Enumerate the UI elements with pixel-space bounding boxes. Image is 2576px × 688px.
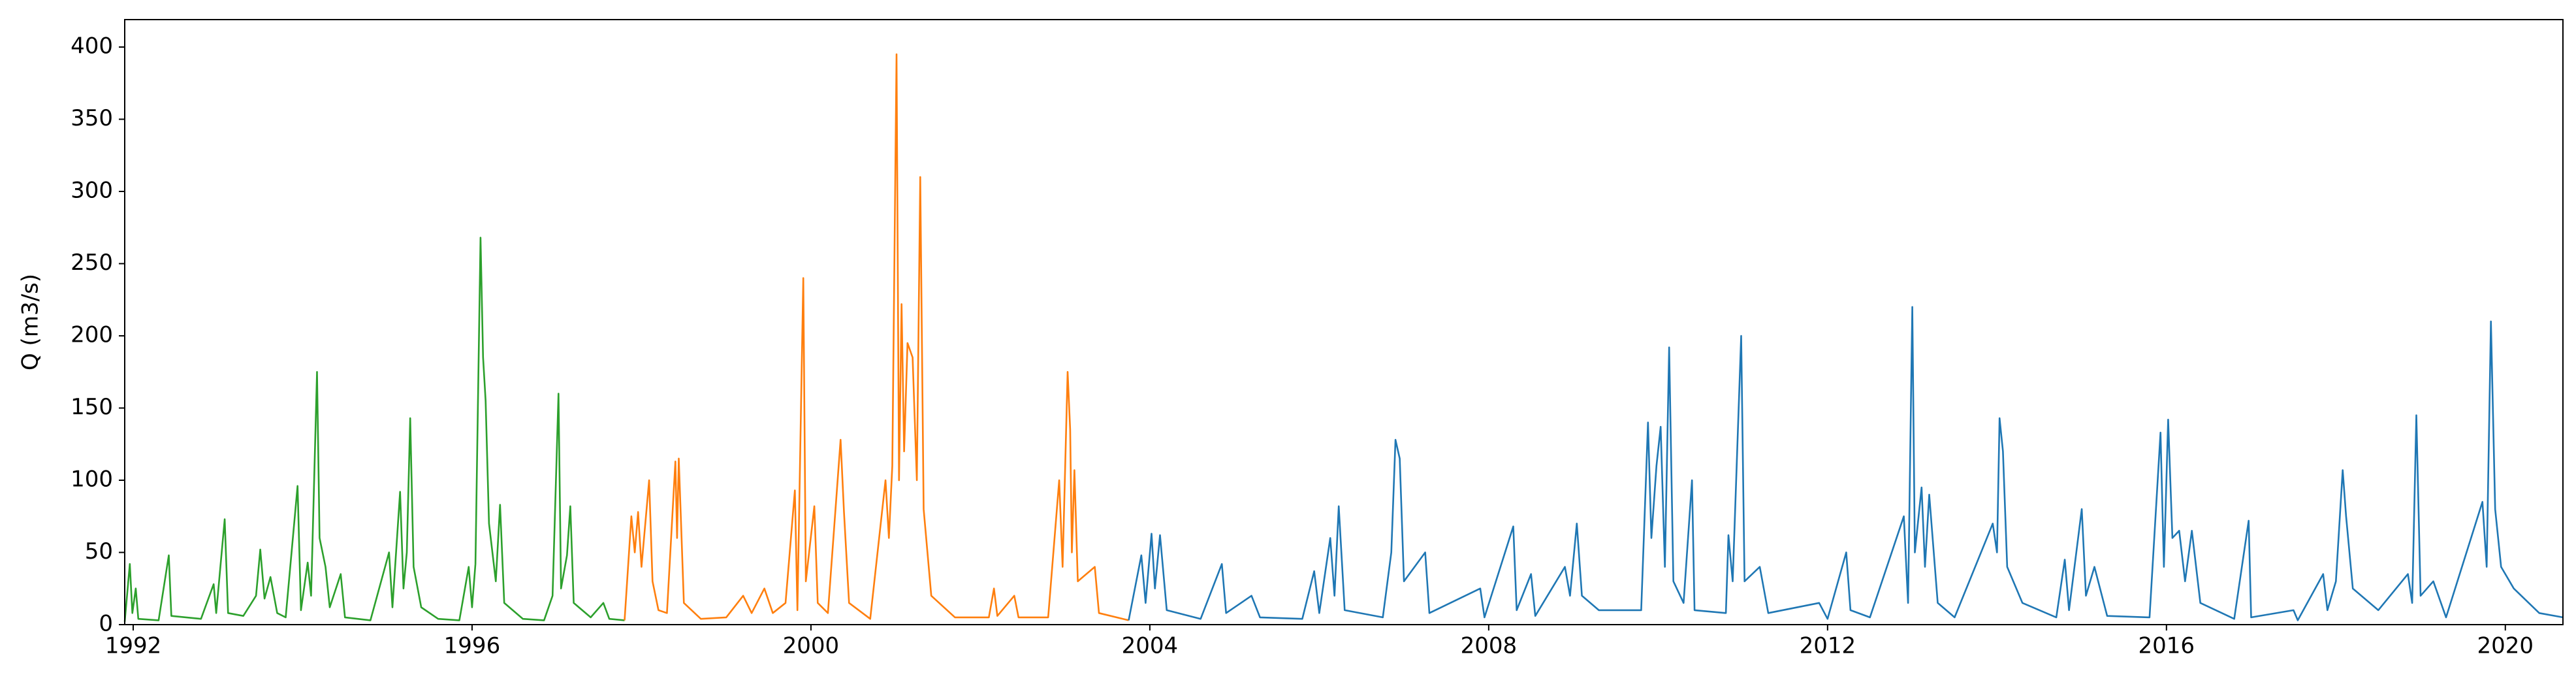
y-tick-label: 200 <box>71 321 113 348</box>
y-tick-label: 100 <box>71 466 113 492</box>
x-tick-label: 2016 <box>2139 633 2195 659</box>
y-tick-label: 350 <box>71 105 113 131</box>
x-tick-label: 2008 <box>1461 633 1518 659</box>
x-tick-label: 2020 <box>2477 633 2534 659</box>
y-tick-label: 300 <box>71 177 113 203</box>
y-axis-label: Q (m3/s) <box>18 274 44 370</box>
x-tick-label: 2004 <box>1122 633 1179 659</box>
x-tick-label: 1996 <box>444 633 501 659</box>
x-tick-label: 2012 <box>1800 633 1856 659</box>
series-line <box>624 53 1129 621</box>
y-tick-label: 50 <box>85 538 113 565</box>
y-tick-label: 250 <box>71 250 113 276</box>
series-line <box>123 237 625 622</box>
x-tick-label: 1992 <box>105 633 162 659</box>
y-tick-label: 0 <box>99 611 113 637</box>
series-line <box>1128 306 2564 621</box>
x-tick-label: 2000 <box>783 633 840 659</box>
y-tick-label: 150 <box>71 394 113 420</box>
y-tick-label: 400 <box>71 33 113 59</box>
plot-frame <box>124 19 2564 625</box>
